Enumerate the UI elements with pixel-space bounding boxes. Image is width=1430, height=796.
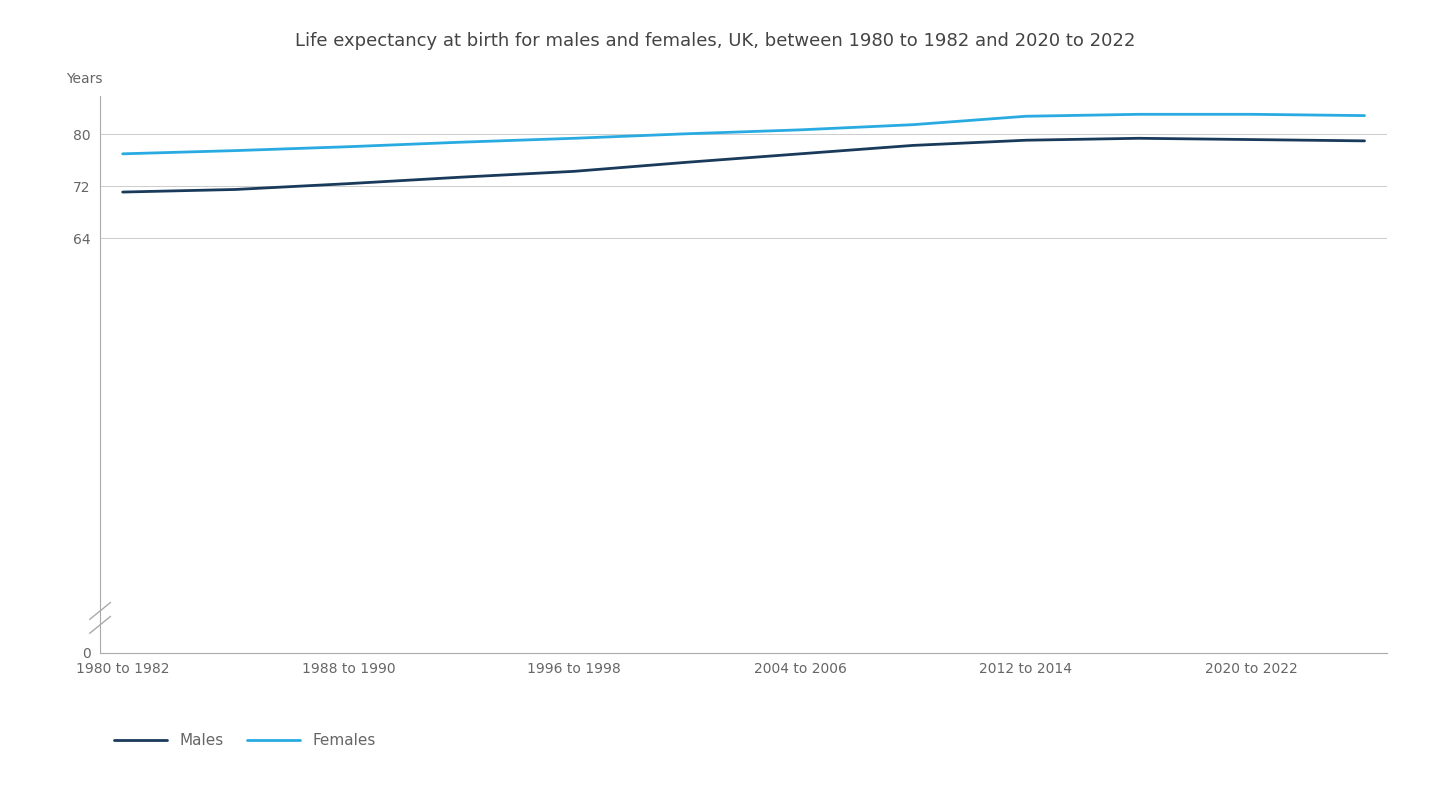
Males — [1243, 135, 1260, 144]
Males — [904, 141, 921, 150]
Text: Years: Years — [66, 72, 103, 86]
Females — [453, 138, 470, 147]
Text: Life expectancy at birth for males and females, UK, between 1980 to 1982 and 202: Life expectancy at birth for males and f… — [295, 32, 1135, 50]
Males — [1356, 136, 1373, 146]
Males — [340, 179, 358, 189]
Males — [566, 166, 583, 176]
Females — [1017, 111, 1034, 121]
Line: Females: Females — [123, 115, 1364, 154]
Males — [679, 158, 696, 167]
Females — [227, 146, 245, 155]
Females — [904, 120, 921, 130]
Females — [1243, 110, 1260, 119]
Females — [679, 129, 696, 139]
Males — [227, 185, 245, 194]
Females — [1130, 110, 1147, 119]
Females — [114, 149, 132, 158]
Males — [1017, 135, 1034, 145]
Females — [340, 142, 358, 151]
Males — [1130, 134, 1147, 143]
Males — [114, 187, 132, 197]
Females — [791, 125, 808, 135]
Males — [453, 173, 470, 182]
Females — [566, 134, 583, 143]
Males — [791, 149, 808, 158]
Females — [1356, 111, 1373, 120]
Line: Males: Males — [123, 139, 1364, 192]
Legend: Males, Females: Males, Females — [107, 728, 382, 755]
